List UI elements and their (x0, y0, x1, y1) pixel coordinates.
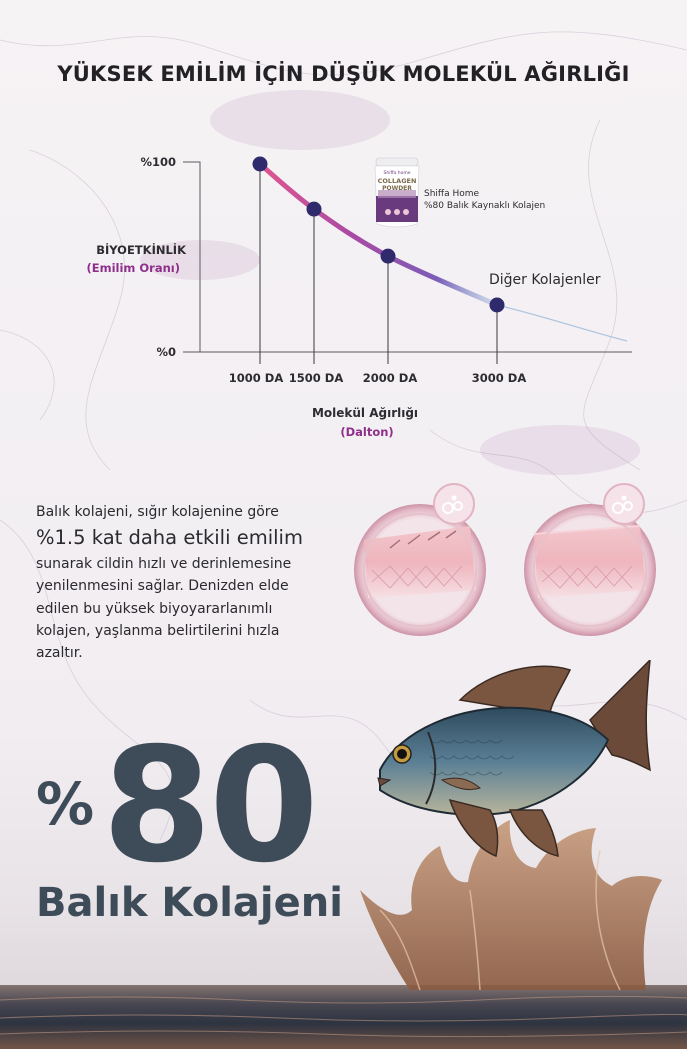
skin-illustrations (354, 483, 656, 636)
x-tick-label: 1000 DA (229, 371, 284, 385)
product-label-line2: %80 Balık Kaynaklı Kolajen (424, 201, 545, 211)
other-collagens-label: Diğer Kolajenler (489, 272, 601, 288)
data-point (252, 156, 268, 172)
fish-splash-image (360, 660, 662, 991)
product-label-line1: Shiffa Home (424, 189, 480, 199)
description-line: Balık kolajeni, sığır kolajenine göre (36, 504, 279, 520)
description-line: yenilenmesini sağlar. Denizden elde (36, 578, 289, 595)
series-line-tail (496, 304, 628, 342)
series-line (257, 161, 500, 308)
x-tick-label: 3000 DA (472, 371, 527, 385)
y-axis-label: BİYOETKİNLİK (96, 242, 187, 257)
x-axis-sublabel: (Dalton) (340, 425, 393, 439)
x-axis-label: Molekül Ağırlığı (312, 406, 418, 420)
description-line: sunarak cildin hızlı ve derinlemesine (36, 556, 292, 573)
description-line: kolajen, yaşlanma belirtilerini hızla (36, 622, 280, 639)
x-tick-label: 1500 DA (289, 371, 344, 385)
hero-percent-sign: % (36, 770, 95, 838)
absorption-chart: %100 %0 BİYOETKİNLİK (Emilim Oranı) 1000… (87, 155, 632, 439)
description-text: Balık kolajeni, sığır kolajenine göre %1… (36, 501, 336, 664)
y-tick-label: %0 (156, 345, 176, 359)
renewed-skin-illustration (524, 483, 656, 636)
y-axis-sublabel: (Emilim Oranı) (87, 261, 181, 275)
aged-skin-illustration (354, 483, 486, 636)
y-tick-label: %100 (140, 155, 176, 169)
jar-line2: POWDER (382, 185, 412, 192)
hero-subtitle: Balık Kolajeni (36, 880, 343, 926)
data-point (306, 201, 322, 217)
data-point (380, 248, 396, 264)
jar-brand: Shiffa home (383, 170, 410, 176)
collagen-jar-image: Shiffa home COLLAGEN POWDER (374, 157, 420, 228)
description-highlight: %1.5 kat daha etkili emilim (36, 526, 303, 550)
hero-number: 80 (102, 714, 319, 898)
x-tick-label: 2000 DA (363, 371, 418, 385)
description-line: azaltır. (36, 645, 83, 662)
description-line: edilen bu yüksek biyoyararlanımlı (36, 600, 273, 617)
jar-line1: COLLAGEN (378, 177, 417, 185)
page-title: YÜKSEK EMİLİM İÇİN DÜŞÜK MOLEKÜL AĞIRLIĞ… (57, 62, 630, 86)
y-axis (183, 161, 201, 353)
data-point (489, 297, 505, 313)
